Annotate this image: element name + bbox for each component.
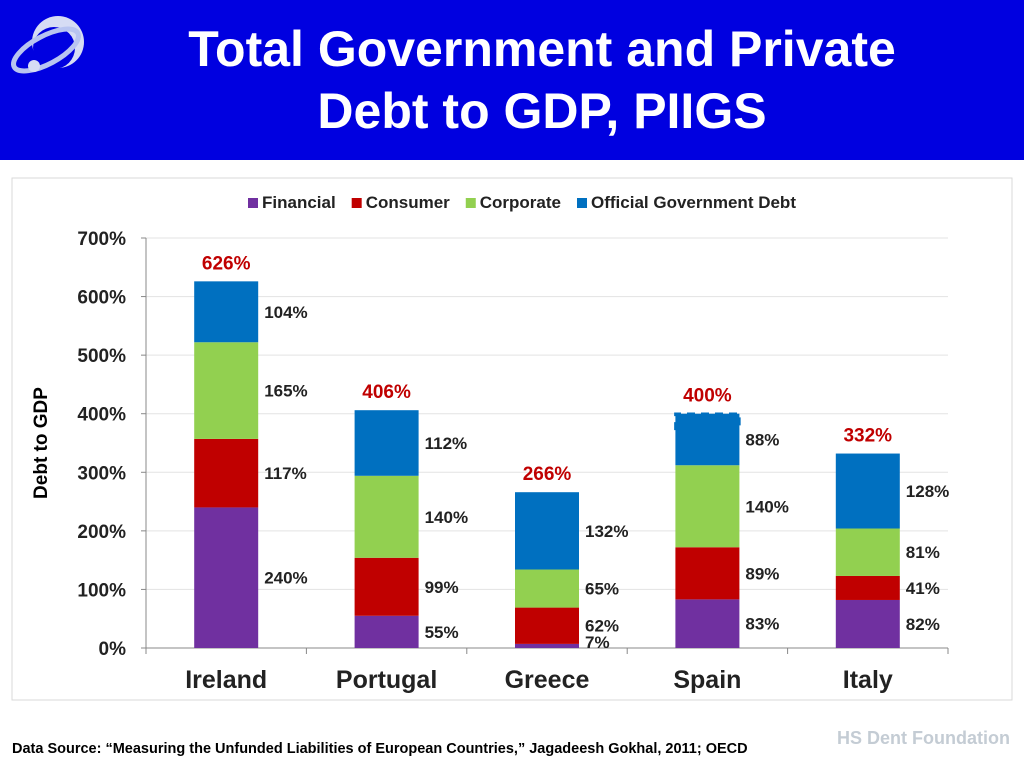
bar-spain-3 [675,413,740,466]
chart-area: Financial Consumer Corporate Official Gover… [0,160,1024,720]
bar-italy-1 [835,575,900,600]
bar-ireland-3 [194,281,259,343]
title-banner: Total Government and Private Debt to GDP… [0,0,1024,160]
total-label: 406% [362,382,411,403]
data-source-note: Data Source: “Measuring the Unfunded Lia… [12,741,748,757]
data-label: 62% [585,617,619,636]
data-label: 104% [264,303,307,322]
data-label: 112% [425,434,468,453]
chart-border [11,177,1013,701]
logo-icon [11,16,84,74]
bar-ireland-1 [194,438,259,508]
legend-label-1: Consumer [366,193,450,212]
stacked-bar-chart: Financial Consumer Corporate Official Gover… [11,177,1013,701]
bar-greece-3 [515,492,579,570]
x-tick-label: Portugal [336,666,437,694]
total-label: 266% [523,464,572,485]
data-label: 41% [906,579,940,598]
bar-spain-1 [675,547,740,600]
data-label: 99% [425,578,459,597]
legend-swatch-1 [351,198,362,208]
legend-label-3: Official Government Debt [591,193,796,212]
total-label: 400% [683,386,732,407]
brand-watermark: HS Dent Foundation [837,728,1010,748]
data-label: 117% [264,464,307,483]
bar-portugal-2 [354,475,419,558]
data-label: 65% [585,580,619,599]
y-tick-label: 700% [77,229,126,250]
data-label: 88% [745,430,779,449]
page-title: Total Government and Private Debt to GDP… [60,18,1024,142]
bar-portugal-1 [354,557,419,616]
y-axis-title: Debt to GDP [31,387,52,499]
title-line-2: Debt to GDP, PIIGS [317,83,767,139]
y-tick-label: 500% [77,346,126,367]
legend-swatch-0 [248,198,258,208]
y-tick-label: 400% [77,405,126,426]
title-line-1: Total Government and Private [188,21,896,77]
y-tick-label: 300% [77,463,126,484]
bar-spain-0 [675,599,740,648]
bar-ireland-0 [194,507,259,648]
legend-swatch-3 [577,198,587,208]
bar-portugal-3 [354,410,419,476]
total-label: 332% [843,426,892,447]
bar-italy-3 [835,453,900,529]
bar-italy-0 [835,599,900,648]
data-label: 240% [264,569,307,588]
y-tick-label: 0% [99,639,127,660]
data-label: 81% [906,543,940,562]
bar-greece-2 [515,569,579,608]
data-label: 165% [264,382,307,401]
data-label: 132% [585,522,628,541]
x-tick-label: Spain [673,666,741,694]
bar-greece-0 [515,643,579,648]
dashed-annotation-box [674,412,741,431]
bar-ireland-2 [194,342,259,439]
x-tick-label: Greece [505,666,590,694]
y-tick-label: 600% [77,288,126,309]
data-label: 128% [906,482,949,501]
bar-greece-1 [515,607,579,644]
y-tick-label: 200% [77,522,126,543]
data-label: 82% [906,615,940,634]
y-tick-label: 100% [77,580,126,601]
total-label: 626% [202,253,251,274]
legend-label-2: Corporate [480,193,561,212]
x-tick-label: Ireland [185,666,267,694]
x-tick-label: Italy [843,666,893,694]
data-label: 55% [425,623,459,642]
data-label: 140% [745,497,788,516]
data-label: 89% [745,564,779,583]
data-label: 7% [585,633,610,652]
bar-portugal-0 [354,615,419,648]
data-label: 83% [745,615,779,634]
bar-spain-2 [675,465,740,548]
bar-italy-2 [835,528,900,576]
legend-swatch-2 [465,198,476,208]
legend-label-0: Financial [262,193,336,212]
data-label: 140% [425,508,468,527]
